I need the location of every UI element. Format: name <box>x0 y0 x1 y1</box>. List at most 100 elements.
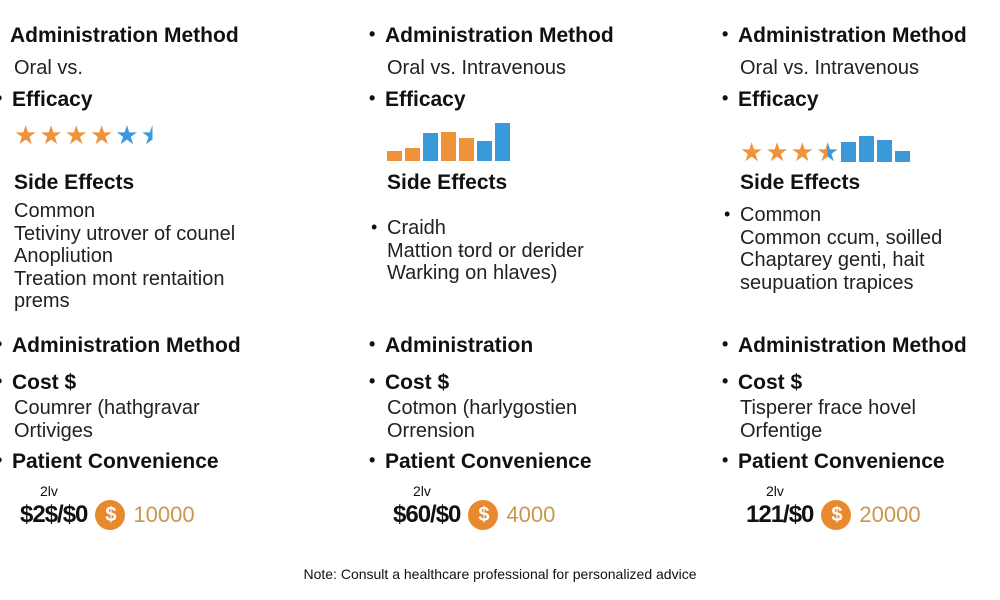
bullet: • <box>722 450 729 470</box>
bullet: • <box>722 24 729 44</box>
dollar-coin-icon: $ <box>95 500 126 530</box>
amount-value: 4000 <box>506 502 556 527</box>
admin-method-value: Oral vs. <box>14 57 83 79</box>
amount-value: 20000 <box>859 502 921 527</box>
bullet: • <box>0 450 2 471</box>
bullet: • <box>0 371 2 392</box>
star-icon: ★ <box>740 137 764 167</box>
cost-line: Tisperer frace hovel <box>740 397 916 419</box>
price-row: 121/$0 $ 20000 <box>746 500 921 530</box>
efficacy-heading: •Efficacy <box>722 88 819 111</box>
side-effect-item: Mattion ŧord or derider <box>387 239 584 262</box>
efficacy-bar <box>459 138 474 161</box>
side-effects-list: Common Tetiviny utrover of counel Anopliut… <box>14 200 235 313</box>
cost-line: Orrension <box>387 419 475 442</box>
efficacy-bar <box>495 123 510 161</box>
price-label: 2lv <box>40 483 58 499</box>
side-effect-item: Craidh <box>387 217 446 239</box>
side-effects-heading: Side Effects <box>387 171 508 194</box>
efficacy-bar <box>841 142 857 162</box>
patient-convenience-heading: •Patient Convenience <box>369 450 592 473</box>
efficacy-bar <box>387 151 402 161</box>
efficacy-bar <box>877 140 893 162</box>
efficacy-bar <box>423 133 438 161</box>
cost-line: Orfentige <box>740 419 823 442</box>
amount-value: 10000 <box>133 502 195 527</box>
cost-heading: •Cost $ <box>722 371 803 394</box>
admin-method-value: Oral vs. Intravenous <box>740 57 919 79</box>
patient-convenience-heading: •Patient Convenience <box>722 450 945 473</box>
side-effect-item: Tetiviny utrover of counel <box>14 222 236 245</box>
price-value: $60/$0 <box>393 501 461 528</box>
efficacy-bar <box>441 132 456 161</box>
bullet: • <box>722 334 729 354</box>
price-label: 2lv <box>413 483 431 499</box>
admin-method-heading: • Administration Method <box>722 24 967 47</box>
price-value: 121/$0 <box>746 501 814 528</box>
bullet: • <box>369 334 376 354</box>
efficacy-heading: •Efficacy <box>369 88 466 111</box>
side-effect-item: seupuation trapices <box>740 271 914 294</box>
efficacy-bar <box>405 148 420 161</box>
efficacy-rating-visual: ★ ★ ★ ★ <box>740 122 911 167</box>
star-icon: ★ <box>140 120 164 150</box>
side-effect-item: Warking on hlaves) <box>387 262 558 284</box>
cost-lines: Cotmon (harlygostien Orrension <box>387 397 577 442</box>
cost-heading: •Cost $ <box>0 371 76 395</box>
side-effect-item: Anopliution <box>14 245 113 267</box>
dollar-coin-icon: $ <box>468 500 499 530</box>
bullet: • <box>724 204 731 224</box>
cost-lines: Coumrer (hathgravar Ortiviges <box>14 397 200 442</box>
admin-method-heading-2: •Administration Method <box>0 334 241 358</box>
admin-method-heading: Administration Method <box>10 24 239 47</box>
cost-line: Ortiviges <box>14 419 93 442</box>
side-effect-item: Chaptarey genti, hait <box>740 249 925 271</box>
patient-convenience-heading: •Patient Convenience <box>0 450 219 474</box>
side-effect-item: Common ccum, soilled <box>740 226 943 249</box>
admin-method-heading: • Administration Method <box>369 24 614 47</box>
star-icon: ★ <box>14 120 38 150</box>
side-effect-item: Common <box>740 204 822 226</box>
cost-heading: •Cost $ <box>369 371 450 394</box>
side-effects-list: • Craidh Mattion ŧord or derider Warking on… <box>371 217 584 285</box>
bullet: • <box>369 450 376 470</box>
star-icon: ★ <box>39 120 63 150</box>
admin-method-heading-2: • Administration <box>369 334 534 357</box>
star-icon: ★ <box>89 120 114 150</box>
side-effect-item: prems <box>14 290 70 312</box>
price-value: $2$/$0 <box>20 501 88 528</box>
bullet: • <box>0 334 2 355</box>
efficacy-heading: •Efficacy <box>0 88 93 112</box>
bullet: • <box>369 24 376 44</box>
star-icon: ★ <box>115 120 139 150</box>
side-effects-list: • Common Common ccum, soilled Chaptarey gen… <box>724 204 943 294</box>
footer-note: Note: Consult a healthcare professional … <box>303 566 697 582</box>
admin-method-heading-2: •Administration Method <box>722 334 967 357</box>
bullet: • <box>722 88 729 108</box>
price-label: 2lv <box>766 483 784 499</box>
cost-line: Coumrer (hathgravar <box>14 397 200 419</box>
price-row: $2$/$0 $ 10000 <box>20 500 195 530</box>
admin-method-value: Oral vs. Intravenous <box>387 57 566 79</box>
cost-lines: Tisperer frace hovel Orfentige <box>740 397 916 442</box>
efficacy-bar <box>895 151 911 162</box>
bullet: • <box>722 371 729 391</box>
bullet: • <box>0 88 2 109</box>
price-row: $60/$0 $ 4000 <box>393 500 555 530</box>
efficacy-bar <box>859 136 875 162</box>
efficacy-bar <box>477 141 492 161</box>
cost-line: Cotmon (harlygostien <box>387 397 578 419</box>
bullet: • <box>371 217 378 237</box>
side-effects-heading: Side Effects <box>14 171 135 194</box>
side-effect-item: Common <box>14 200 96 222</box>
side-effects-heading: Side Effects <box>740 171 861 194</box>
side-effect-item: Treation mont rentaition <box>14 267 225 290</box>
star-icon: ★ <box>815 137 840 167</box>
star-icon: ★ <box>64 120 88 150</box>
bullet: • <box>369 371 376 391</box>
star-icon: ★ <box>790 137 814 167</box>
efficacy-rating-visual <box>387 121 510 164</box>
star-icon: ★ <box>765 137 789 167</box>
bullet: • <box>369 88 376 108</box>
efficacy-rating-visual: ★ ★ ★ ★ ★ ★ <box>14 122 164 148</box>
